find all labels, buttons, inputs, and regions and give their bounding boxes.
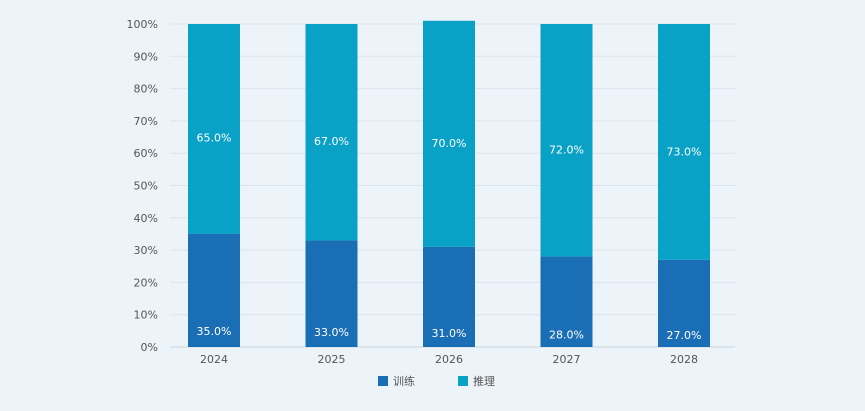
legend-label: 推理 — [473, 374, 495, 388]
data-label: 27.0% — [667, 329, 702, 342]
y-tick-label: 10% — [134, 309, 158, 322]
bar-segment — [423, 246, 475, 347]
y-tick-label: 50% — [134, 180, 158, 193]
y-tick-label: 30% — [134, 244, 158, 257]
bars — [188, 20, 710, 347]
bar-segment — [305, 24, 358, 241]
bar-segment — [188, 233, 240, 347]
y-tick-label: 20% — [134, 276, 158, 289]
data-label: 73.0% — [667, 145, 702, 158]
bar-segment — [658, 24, 710, 260]
x-tick-label: 2026 — [435, 353, 463, 366]
data-labels: 35.0% 65.0% 33.0% 67.0% 31.0% 70.0% 28.0% 72.0%… — [197, 131, 702, 341]
y-tick-label: 100% — [127, 18, 158, 31]
bar-segment — [423, 20, 475, 247]
x-tick-label: 2024 — [200, 353, 228, 366]
x-tick-label: 2027 — [553, 353, 581, 366]
data-label: 31.0% — [432, 327, 467, 340]
bar-segment — [305, 240, 358, 347]
y-tick-label: 70% — [134, 115, 158, 128]
legend-swatch — [458, 376, 468, 386]
data-label: 65.0% — [197, 131, 232, 144]
bar-segment — [188, 24, 240, 234]
data-label: 67.0% — [314, 135, 349, 148]
y-axis-ticks: 0% 10% 20% 30% 40% 50% 60% 70% 80% 90% 100% — [127, 18, 158, 354]
y-tick-label: 0% — [141, 341, 158, 354]
legend: 训练 推理 — [378, 374, 495, 388]
x-tick-label: 2025 — [318, 353, 346, 366]
bar-segment — [658, 259, 710, 347]
data-label: 35.0% — [197, 325, 232, 338]
y-tick-label: 90% — [134, 50, 158, 63]
bar-segment — [540, 256, 593, 347]
legend-swatch — [378, 376, 388, 386]
y-tick-label: 60% — [134, 147, 158, 160]
legend-label: 训练 — [393, 374, 415, 388]
x-axis-ticks: 2024 2025 2026 2027 2028 — [200, 353, 698, 366]
y-tick-label: 40% — [134, 212, 158, 225]
data-label: 28.0% — [549, 328, 584, 341]
data-label: 70.0% — [432, 137, 467, 150]
y-tick-label: 80% — [134, 83, 158, 96]
bar-segment — [540, 24, 593, 257]
x-tick-label: 2028 — [670, 353, 698, 366]
data-label: 33.0% — [314, 326, 349, 339]
data-label: 72.0% — [549, 144, 584, 157]
